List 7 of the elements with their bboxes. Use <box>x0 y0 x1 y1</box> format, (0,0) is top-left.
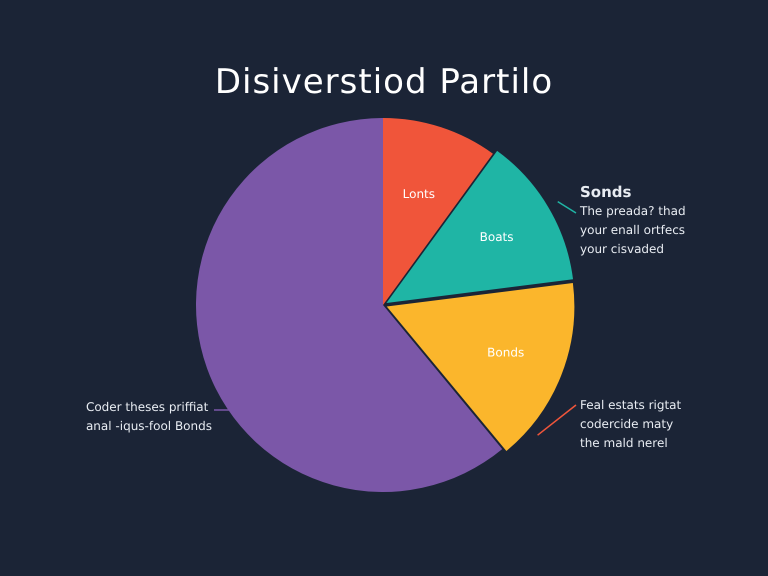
slice-label: Bonds <box>487 346 524 360</box>
text: Feal estats rigtat codercide maty the mald nerel <box>580 397 682 452</box>
text: Sonds The preada? thad your enall ortfecs your cisvaded <box>580 183 686 258</box>
slice-label: Lonts <box>402 186 436 201</box>
chart-title: Disiverstiod Partilo <box>214 62 554 102</box>
text: Coder theses priffiat anal -iqus-fool Bonds <box>86 399 212 435</box>
slice-label: Boats <box>480 230 514 244</box>
